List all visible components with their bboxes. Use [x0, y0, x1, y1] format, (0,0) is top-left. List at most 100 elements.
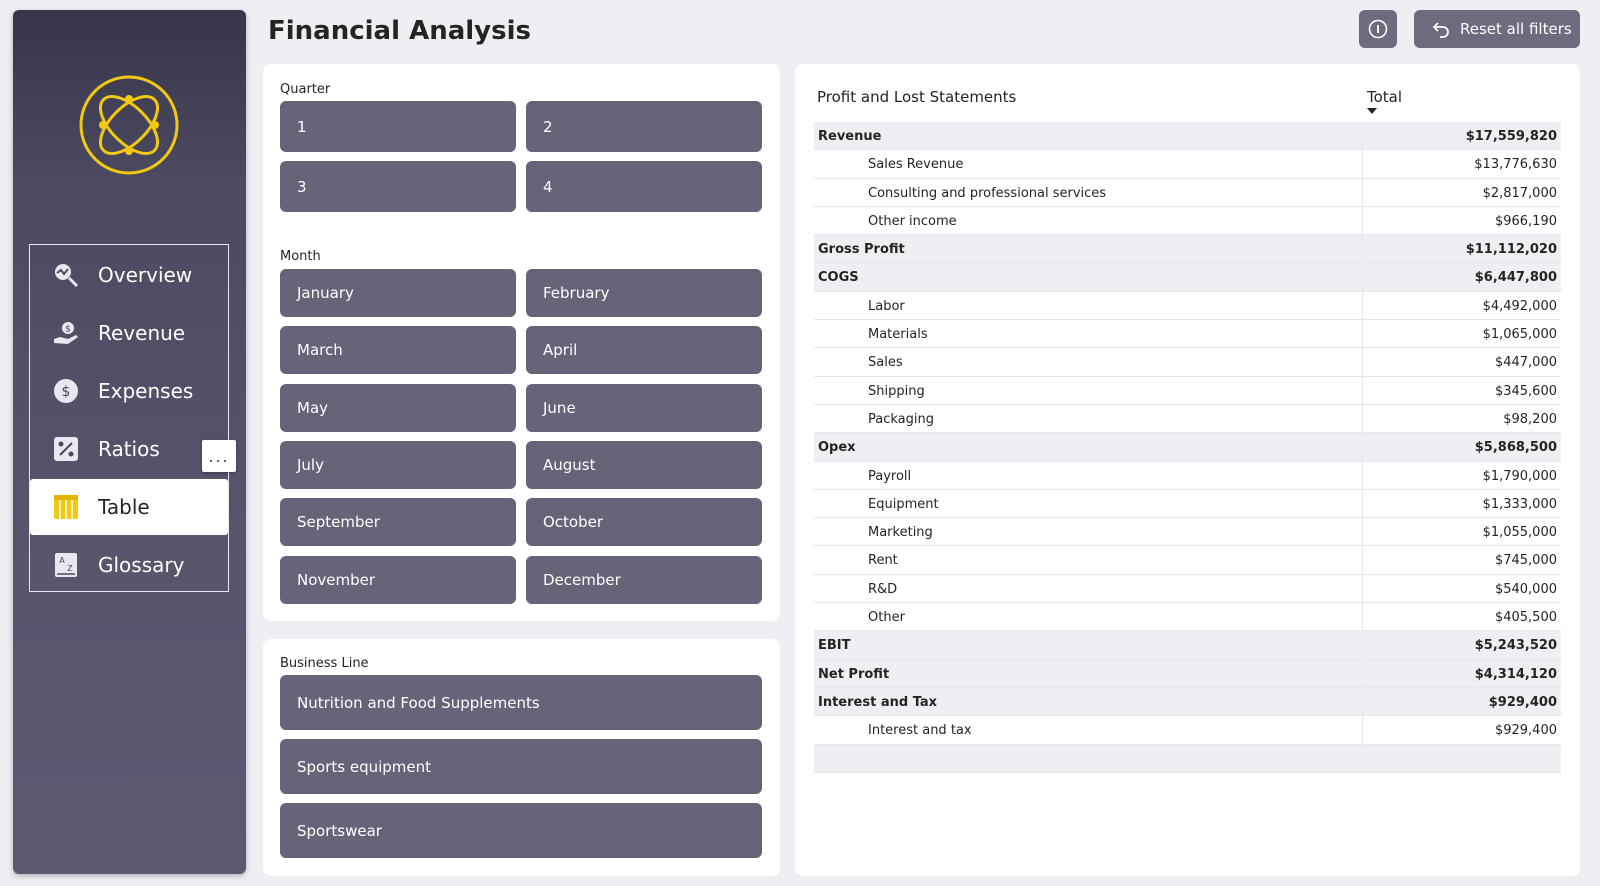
table-row[interactable]: Materials $1,065,000: [814, 320, 1561, 349]
table-row[interactable]: Gross Profit $11,112,020: [814, 235, 1561, 264]
month-option[interactable]: June: [526, 384, 762, 432]
table-row[interactable]: EBIT $5,243,520: [814, 631, 1561, 660]
table-row[interactable]: Net Profit $4,314,120: [814, 659, 1561, 688]
quarter-option[interactable]: 1: [280, 101, 516, 152]
quarter-option[interactable]: 2: [526, 101, 762, 152]
row-label: Rent: [868, 553, 898, 569]
row-value: $4,492,000: [1482, 298, 1557, 314]
row-label: Consulting and professional services: [868, 185, 1107, 201]
table-row[interactable]: Sales $447,000: [814, 348, 1561, 377]
info-button[interactable]: [1359, 10, 1397, 48]
row-value: $1,790,000: [1482, 468, 1557, 484]
table-row[interactable]: Labor $4,492,000: [814, 291, 1561, 321]
column-divider: [1362, 518, 1363, 546]
row-label: Sales: [868, 355, 903, 371]
table-row[interactable]: Marketing $1,055,000: [814, 518, 1561, 547]
table-row[interactable]: Opex $5,868,500: [814, 433, 1561, 462]
column-divider: [1362, 320, 1363, 348]
row-label: Net Profit: [818, 666, 890, 682]
row-label: EBIT: [818, 638, 851, 654]
month-label: Month: [280, 249, 321, 264]
table-row-empty: [814, 744, 1561, 773]
column-divider: [1362, 659, 1363, 687]
month-option[interactable]: August: [526, 441, 762, 489]
month-option[interactable]: May: [280, 384, 516, 432]
hand-money-icon: $: [52, 319, 80, 347]
row-value: $5,868,500: [1474, 440, 1557, 456]
nav-item-expenses[interactable]: $ Expenses: [30, 363, 228, 419]
column-divider: [1362, 150, 1363, 178]
month-option[interactable]: April: [526, 326, 762, 374]
month-option[interactable]: February: [526, 269, 762, 317]
nav-item-revenue[interactable]: $ Revenue: [30, 305, 228, 361]
row-value: $98,200: [1503, 411, 1557, 427]
table-row[interactable]: Shipping $345,600: [814, 376, 1561, 405]
month-option[interactable]: December: [526, 556, 762, 604]
row-value: $1,065,000: [1482, 327, 1557, 343]
month-option[interactable]: November: [280, 556, 516, 604]
row-value: $13,776,630: [1474, 157, 1557, 173]
row-value: $966,190: [1494, 213, 1557, 229]
row-label: Shipping: [868, 383, 925, 399]
profit-loss-table-panel: Profit and Lost Statements Total Revenue…: [795, 64, 1580, 876]
business-line-option[interactable]: Nutrition and Food Supplements: [280, 675, 762, 730]
row-value: $540,000: [1494, 581, 1557, 597]
month-option[interactable]: September: [280, 498, 516, 546]
table-row[interactable]: Other $405,500: [814, 603, 1561, 632]
table-row[interactable]: Consulting and professional services $2,8…: [814, 178, 1561, 207]
table-row[interactable]: R&D $540,000: [814, 574, 1561, 604]
table-row[interactable]: Interest and tax $929,400: [814, 716, 1561, 745]
row-label: Opex: [818, 440, 856, 456]
nav-label-glossary: Glossary: [98, 553, 185, 577]
nav-menu: Overview $ Revenue $ Expenses Ratios Tab…: [29, 244, 236, 593]
table-row[interactable]: COGS $6,447,800: [814, 263, 1561, 292]
table-row[interactable]: Sales Revenue $13,776,630: [814, 150, 1561, 179]
nav-label-revenue: Revenue: [98, 321, 186, 345]
column-divider: [1362, 235, 1363, 263]
column-divider: [1362, 404, 1363, 433]
month-option[interactable]: March: [280, 326, 516, 374]
column-divider: [1362, 348, 1363, 376]
quarter-option[interactable]: 4: [526, 161, 762, 212]
row-label: Materials: [868, 327, 928, 343]
sidebar: Overview $ Revenue $ Expenses Ratios Tab…: [13, 10, 246, 874]
more-options-button[interactable]: ...: [202, 440, 236, 472]
row-value: $6,447,800: [1474, 270, 1557, 286]
column-divider: [1362, 461, 1363, 489]
business-line-option[interactable]: Sports equipment: [280, 739, 762, 794]
column-divider: [1362, 744, 1363, 772]
row-label: Interest and tax: [868, 723, 972, 739]
nav-item-overview[interactable]: Overview: [30, 247, 228, 303]
table-row[interactable]: Rent $745,000: [814, 546, 1561, 575]
statement-column-header[interactable]: Profit and Lost Statements: [817, 88, 1017, 106]
column-divider: [1362, 178, 1363, 206]
row-label: Marketing: [868, 525, 933, 541]
business-line-option[interactable]: Sportswear: [280, 803, 762, 858]
row-value: $4,314,120: [1474, 666, 1557, 682]
column-divider: [1362, 603, 1363, 631]
page-title: Financial Analysis: [268, 16, 531, 46]
reset-label: Reset all filters: [1460, 20, 1572, 38]
total-column-header[interactable]: Total: [1367, 88, 1403, 106]
table-row[interactable]: Other income $966,190: [814, 206, 1561, 236]
quarter-option[interactable]: 3: [280, 161, 516, 212]
table-row[interactable]: Interest and Tax $929,400: [814, 687, 1561, 717]
table-row[interactable]: Packaging $98,200: [814, 404, 1561, 434]
reset-all-filters-button[interactable]: Reset all filters: [1414, 10, 1580, 48]
table-row[interactable]: Payroll $1,790,000: [814, 461, 1561, 490]
month-option[interactable]: January: [280, 269, 516, 317]
row-label: Other income: [868, 213, 957, 229]
column-divider: [1362, 433, 1363, 461]
nav-item-table[interactable]: Table: [30, 479, 228, 535]
search-chart-icon: [52, 261, 80, 289]
row-value: $11,112,020: [1465, 242, 1557, 258]
column-divider: [1362, 546, 1363, 574]
table-row[interactable]: Revenue $17,559,820: [814, 122, 1561, 151]
column-divider: [1362, 489, 1363, 518]
table-row[interactable]: Equipment $1,333,000: [814, 489, 1561, 519]
month-option[interactable]: July: [280, 441, 516, 489]
dollar-circle-icon: $: [52, 377, 80, 405]
nav-item-ratios[interactable]: Ratios: [30, 421, 228, 477]
month-option[interactable]: October: [526, 498, 762, 546]
